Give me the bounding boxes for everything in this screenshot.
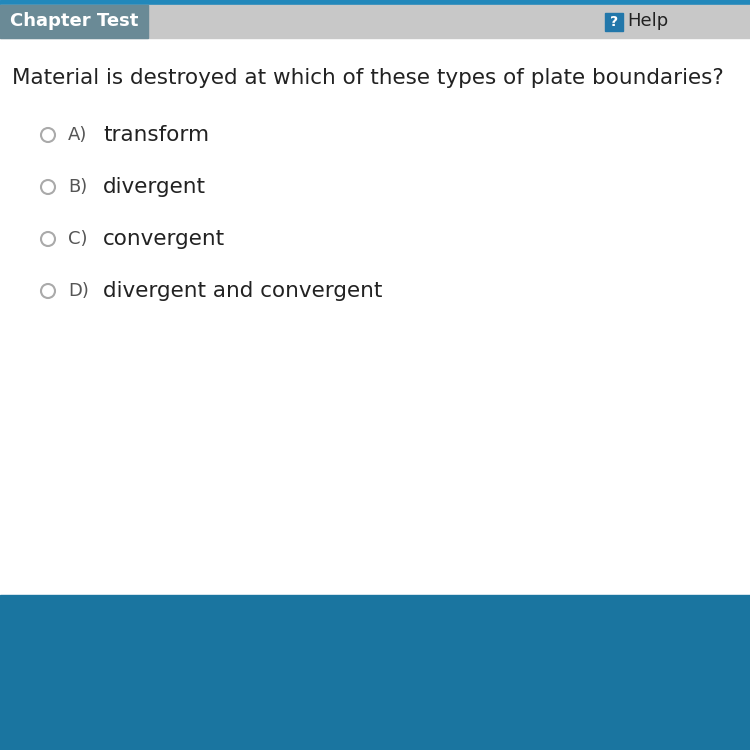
Text: ?: ? [610, 14, 618, 28]
Bar [0, 5, 148, 38]
Text: B): B) [68, 178, 87, 196]
Text: Chapter Test: Chapter Test [10, 13, 138, 31]
Text: D): D) [68, 282, 88, 300]
Text: Help: Help [627, 13, 668, 31]
Bar [0, 595, 750, 750]
Text: C): C) [68, 230, 88, 248]
Text: convergent: convergent [103, 229, 225, 249]
Text: A): A) [68, 126, 87, 144]
Bar [0, 0, 750, 5]
Text: transform: transform [103, 125, 209, 145]
Bar [605, 13, 623, 31]
Text: divergent: divergent [103, 177, 206, 197]
Text: Material is destroyed at which of these types of plate boundaries?: Material is destroyed at which of these … [12, 68, 724, 88]
Bar [0, 5, 750, 38]
Text: divergent and convergent: divergent and convergent [103, 281, 382, 301]
